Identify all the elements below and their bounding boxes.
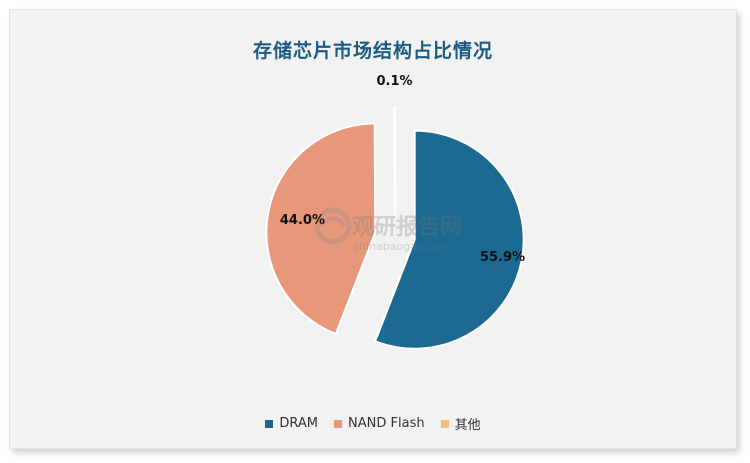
data-label-nand-flash: 44.0% [280,213,325,228]
pie-chart: 观研报告网 chinabaogao.com 55.9% 44.0% 0.1% [265,74,525,350]
data-label-other: 0.1% [376,74,412,89]
legend-label-dram: DRAM [279,416,319,431]
legend-swatch-nand [334,419,343,428]
pie-slice-other [393,106,396,217]
pie-slices [265,106,525,350]
legend-item-dram: DRAM [265,416,318,431]
legend: DRAM NAND Flash 其他 [10,414,736,433]
legend-swatch-dram [265,419,274,428]
pie-slice-dram [373,129,525,350]
chart-title: 存储芯片市场结构占比情况 [252,40,493,62]
data-labels: 55.9% 44.0% 0.1% [280,74,525,265]
watermark-logo: 观研报告网 chinabaogao.com [314,207,462,253]
legend-label-other: 其他 [454,418,481,433]
legend-label-nand: NAND Flash [348,416,425,431]
chart-frame: 存储芯片市场结构占比情况 观研报告网 chinabaogao.com 55.9%… [9,9,737,449]
legend-item-other: 其他 [440,414,481,433]
legend-item-nand: NAND Flash [334,416,425,431]
pie-slice-nand-flash [265,122,377,336]
watermark-url: chinabaogao.com [353,240,451,253]
legend-swatch-other [440,419,449,428]
data-label-dram: 55.9% [480,250,525,265]
watermark-brand: 观研报告网 [352,215,462,240]
